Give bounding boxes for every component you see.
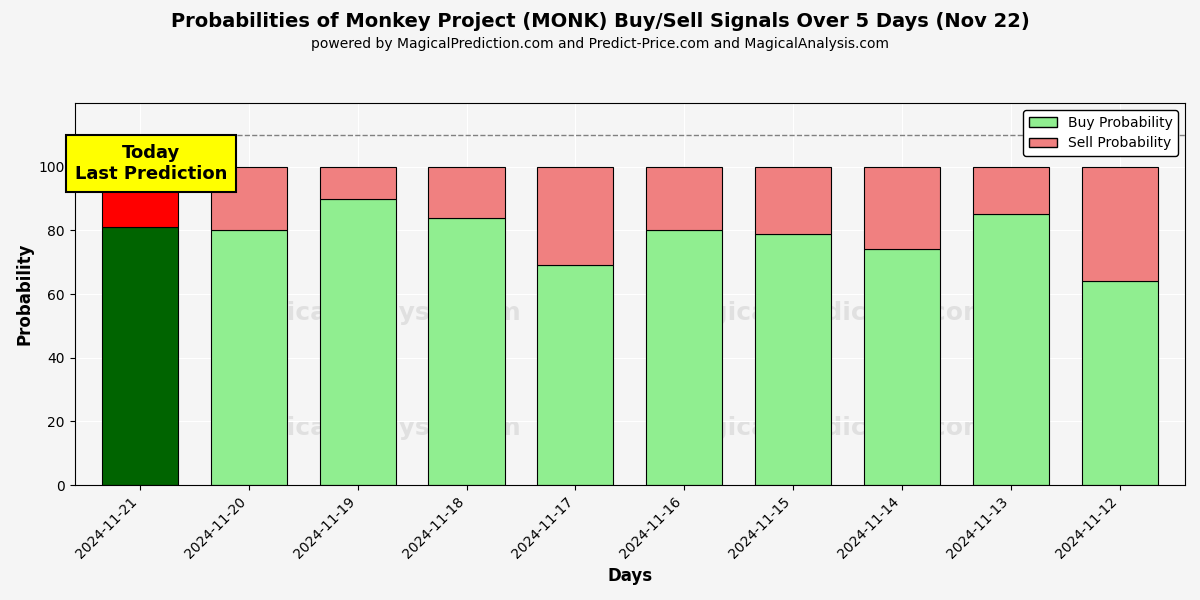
Bar xyxy=(102,167,178,227)
Text: MagicalPrediction.com: MagicalPrediction.com xyxy=(670,416,990,440)
Bar xyxy=(755,233,832,485)
Bar xyxy=(319,199,396,485)
Bar xyxy=(973,167,1049,214)
Legend: Buy Probability, Sell Probability: Buy Probability, Sell Probability xyxy=(1024,110,1178,156)
Bar xyxy=(864,167,940,250)
Bar xyxy=(538,265,613,485)
Bar xyxy=(102,227,178,485)
Bar xyxy=(1081,281,1158,485)
Bar xyxy=(211,167,287,230)
Bar xyxy=(428,218,505,485)
Bar xyxy=(1081,167,1158,281)
Bar xyxy=(646,230,722,485)
Text: MagicalPrediction.com: MagicalPrediction.com xyxy=(670,301,990,325)
Text: Today
Last Prediction: Today Last Prediction xyxy=(74,145,227,183)
Bar xyxy=(538,167,613,265)
Bar xyxy=(428,167,505,218)
Bar xyxy=(755,167,832,233)
Text: MagicalAnalysis.com: MagicalAnalysis.com xyxy=(228,301,521,325)
Bar xyxy=(211,230,287,485)
Text: MagicalAnalysis.com: MagicalAnalysis.com xyxy=(228,416,521,440)
Bar xyxy=(646,167,722,230)
Text: powered by MagicalPrediction.com and Predict-Price.com and MagicalAnalysis.com: powered by MagicalPrediction.com and Pre… xyxy=(311,37,889,51)
Y-axis label: Probability: Probability xyxy=(16,243,34,345)
Bar xyxy=(864,250,940,485)
Bar xyxy=(973,214,1049,485)
Text: Probabilities of Monkey Project (MONK) Buy/Sell Signals Over 5 Days (Nov 22): Probabilities of Monkey Project (MONK) B… xyxy=(170,12,1030,31)
Bar xyxy=(319,167,396,199)
X-axis label: Days: Days xyxy=(607,567,653,585)
